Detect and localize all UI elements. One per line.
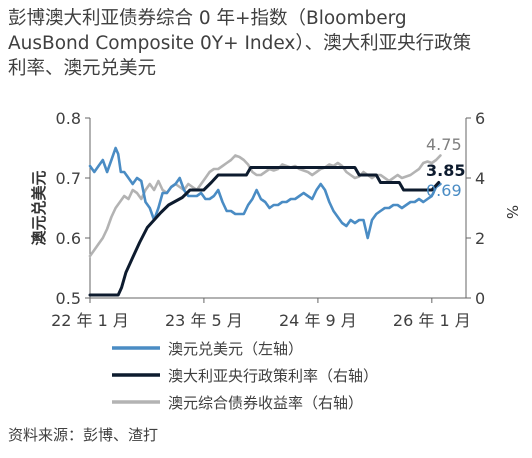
left-tick-label: 0.8 [56,109,81,128]
end-label-0: 0.69 [426,181,462,200]
series-line-1 [88,166,441,297]
x-tick-label: 22 年 1 月 [51,311,129,330]
end-label-2: 4.75 [426,135,462,154]
series-line-2 [88,154,442,258]
chart-title: 彭博澳大利亚债券综合 0 年+指数（Bloomberg AusBond Comp… [8,6,524,81]
series-line-0 [88,146,442,240]
title-line-3: 利率、澳元兑美元 [8,58,157,79]
x-tick-label: 23 年 5 月 [165,311,243,330]
x-tick-label: 24 年 9 月 [279,311,357,330]
left-tick-label: 0.7 [56,169,81,188]
right-tick-label: 4 [475,169,485,188]
title-line-1: 彭博澳大利亚债券综合 0 年+指数（Bloomberg [8,8,407,29]
axes: 0.5 0.6 0.7 0.8 0 2 4 6 22 年 1 月 23 年 5 月 24 年 9 月… [30,109,521,330]
source-note: 资料来源：彭博、渣打 [8,426,159,444]
series-layer [88,146,442,297]
end-label-1: 3.85 [426,161,465,180]
left-tick-label: 0.6 [56,229,81,248]
right-tick-label: 6 [475,109,485,128]
right-tick-label: 0 [475,289,485,308]
legend-label-2: 澳元综合债券收益率（右轴） [168,394,363,412]
x-tick-label: 26 年 1 月 [393,311,471,330]
right-tick-label: 2 [475,229,485,248]
end-labels: 4.75 3.850.69 [426,135,465,200]
title-line-2: AusBond Composite 0Y+ Index）、澳大利亚央行政策 [8,33,472,54]
legend-label-1: 澳大利亚央行政策利率（右轴） [168,367,378,385]
left-axis-label: 澳元兑美元 [30,170,48,245]
right-axis-label: % [503,205,521,219]
legend-label-0: 澳元兑美元（左轴） [168,340,303,358]
left-tick-label: 0.5 [56,289,81,308]
legend: 澳元兑美元（左轴） 澳大利亚央行政策利率（右轴） 澳元综合债券收益率（右轴） [112,340,378,412]
